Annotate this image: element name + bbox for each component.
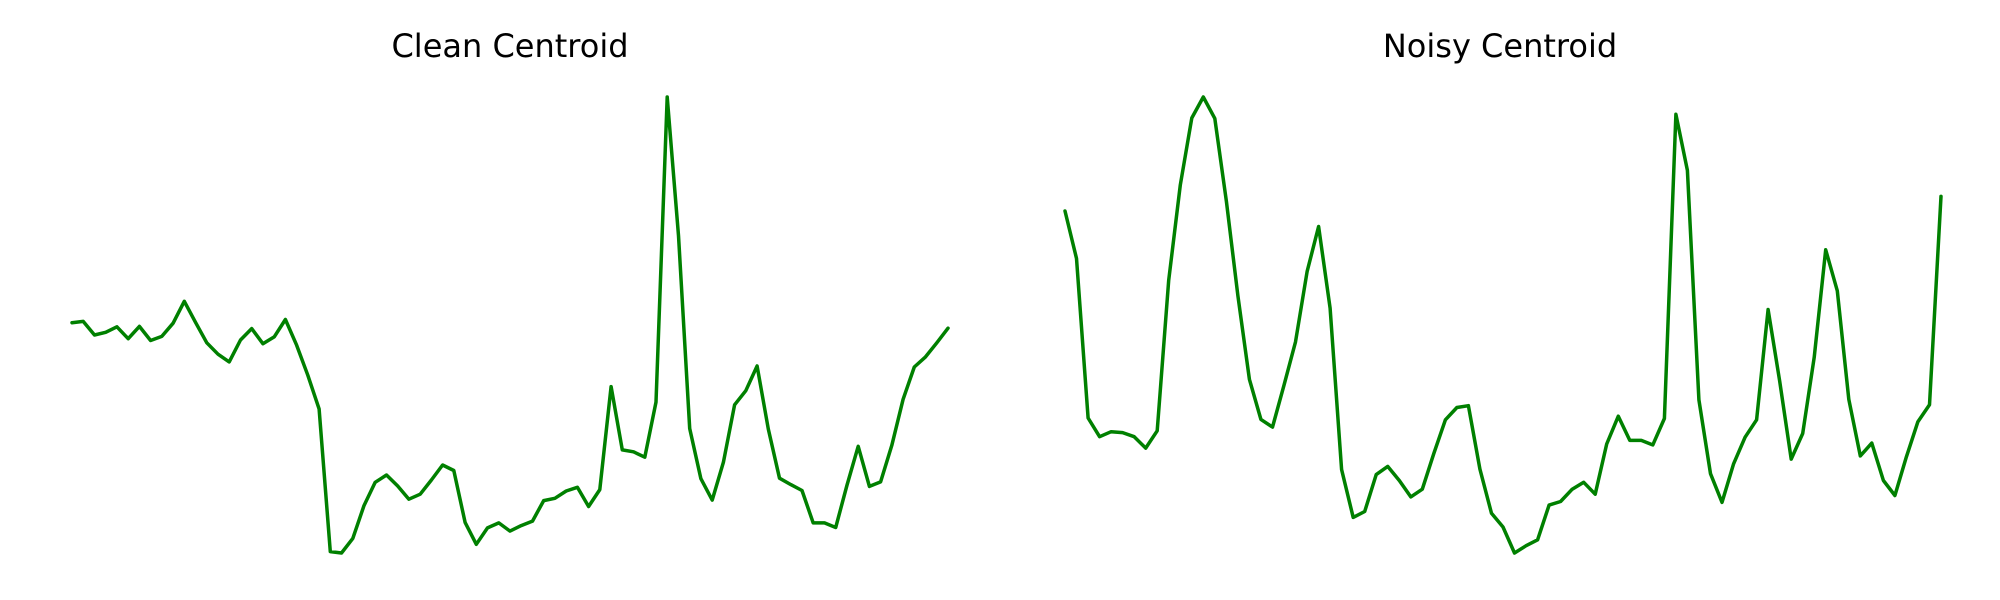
chart-title-noisy-centroid: Noisy Centroid (1383, 27, 1617, 65)
series-line-noisy-centroid (1063, 95, 1943, 555)
chart-noisy-centroid: Noisy Centroid (1063, 27, 1943, 555)
series-line-clean-centroid (70, 95, 950, 555)
chart-clean-centroid: Clean Centroid (70, 27, 950, 555)
chart-title-clean-centroid: Clean Centroid (391, 27, 628, 65)
